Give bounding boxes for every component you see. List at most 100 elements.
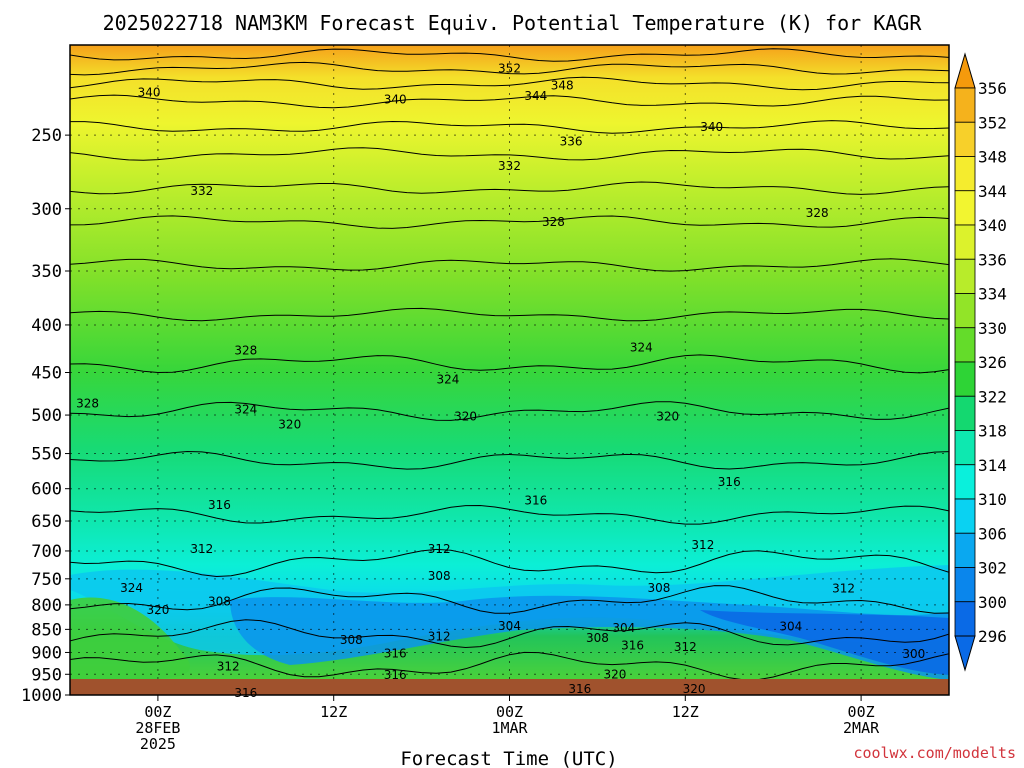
contour-label: 316 — [384, 668, 407, 682]
contour-label: 316 — [384, 646, 407, 660]
contour-label: 316 — [718, 475, 741, 489]
x-tick-label: 28FEB — [135, 719, 180, 737]
contour-line — [70, 548, 949, 578]
contour-label: 336 — [560, 135, 583, 149]
colorbar-label: 296 — [978, 627, 1007, 646]
contour-label: 324 — [630, 341, 653, 355]
colorbar-segment — [954, 567, 976, 603]
colorbar-label: 356 — [978, 79, 1007, 98]
y-tick-label: 900 — [31, 643, 62, 663]
contour-label: 340 — [700, 120, 723, 134]
contour-label: 348 — [551, 78, 574, 92]
colorbar-label: 310 — [978, 490, 1007, 509]
contour-label: 308 — [428, 569, 451, 583]
contour-label: 312 — [691, 538, 714, 552]
y-tick-label: 950 — [31, 665, 62, 685]
colorbar-segment — [954, 361, 976, 397]
plot-area: 352 348 344 340 340 340 336 332 332 328 328 328 328 3… — [69, 44, 950, 700]
x-axis-title: Forecast Time (UTC) — [400, 748, 617, 768]
watermark: coolwx.com/modelts — [853, 744, 1016, 762]
y-axis: 250 300 350 400 450 500 550 600 650 700 750 800 850 9… — [21, 126, 70, 706]
contour-label: 316 — [568, 682, 591, 696]
warm-surface-patch — [70, 597, 190, 679]
colorbar: 356 352 348 344 340 336 334 330 326 322 318 314 310 3… — [954, 52, 1007, 672]
contour-label: 312 — [190, 542, 213, 556]
colorbar-label: 336 — [978, 250, 1007, 269]
colorbar-label: 306 — [978, 524, 1007, 543]
y-tick-label: 600 — [31, 480, 62, 500]
colorbar-label: 322 — [978, 387, 1007, 406]
y-tick-label: 450 — [31, 364, 62, 384]
colorbar-segment — [954, 156, 976, 192]
contour-label: 308 — [647, 581, 670, 595]
contour-label: 312 — [217, 660, 240, 674]
contour-label: 316 — [524, 494, 547, 508]
contour-label: 304 — [612, 621, 635, 635]
x-tick-label: 00Z — [144, 703, 171, 721]
contour-label: 312 — [674, 640, 697, 654]
contour-line — [70, 94, 949, 109]
contour-line — [70, 120, 949, 134]
contour-line — [70, 61, 949, 76]
x-tick-label: 2025 — [140, 735, 176, 753]
contour-label: 328 — [542, 215, 565, 229]
colorbar-segment — [954, 464, 976, 500]
contour-label: 316 — [621, 639, 644, 653]
colorbar-top-arrow — [954, 52, 976, 89]
contour-line — [70, 307, 949, 322]
contour-line — [70, 147, 949, 161]
contour-label: 320 — [683, 682, 706, 696]
contour-label: 332 — [190, 184, 213, 198]
contour-line — [70, 48, 949, 62]
contour-label: 320 — [454, 410, 477, 424]
ground-surface — [70, 679, 949, 695]
contour-labels: 352 348 344 340 340 340 336 332 332 328 328 328 328 3… — [76, 62, 925, 700]
colorbar-segment — [954, 430, 976, 466]
colorbar-bottom-arrow — [954, 635, 976, 672]
colorbar-label: 326 — [978, 353, 1007, 372]
y-tick-label: 750 — [31, 570, 62, 590]
contour-label: 340 — [384, 93, 407, 107]
colorbar-segment — [954, 190, 976, 226]
colorbar-label: 348 — [978, 148, 1007, 167]
y-tick-label: 650 — [31, 512, 62, 532]
contour-label: 352 — [498, 62, 521, 76]
contour-line — [70, 258, 949, 272]
colorbar-label: 314 — [978, 456, 1007, 475]
x-tick-label: 00Z — [848, 703, 875, 721]
contour-label: 320 — [146, 603, 169, 617]
y-tick-label: 850 — [31, 620, 62, 640]
y-tick-label: 250 — [31, 126, 62, 146]
contour-label: 328 — [76, 397, 99, 411]
contour-label: 308 — [208, 594, 231, 608]
contour-label: 320 — [278, 418, 301, 432]
colorbar-segment — [954, 121, 976, 157]
contour-label: 324 — [437, 373, 460, 387]
y-tick-label: 550 — [31, 445, 62, 465]
contour-label: 340 — [138, 86, 161, 100]
colorbar-label: 330 — [978, 319, 1007, 338]
contour-label: 308 — [340, 633, 363, 647]
contour-label: 344 — [524, 89, 547, 103]
y-tick-label: 350 — [31, 262, 62, 282]
colorbar-segment — [954, 498, 976, 534]
colorbar-label: 352 — [978, 113, 1007, 132]
contour-label: 312 — [832, 581, 855, 595]
contour-label: 304 — [779, 620, 802, 634]
contour-label: 304 — [498, 619, 521, 633]
colorbar-segment — [954, 395, 976, 431]
contour-label: 328 — [806, 206, 829, 220]
y-tick-label: 700 — [31, 542, 62, 562]
x-tick-label: 2MAR — [843, 719, 880, 737]
colorbar-segment — [954, 87, 976, 123]
contour-label: 320 — [656, 410, 679, 424]
colorbar-segment — [954, 601, 976, 637]
y-tick-label: 800 — [31, 596, 62, 616]
y-tick-label: 1000 — [21, 686, 62, 706]
colorbar-segment — [954, 327, 976, 363]
contour-line — [70, 401, 949, 421]
contour-label: 312 — [428, 629, 451, 643]
colorbar-label: 344 — [978, 182, 1007, 201]
